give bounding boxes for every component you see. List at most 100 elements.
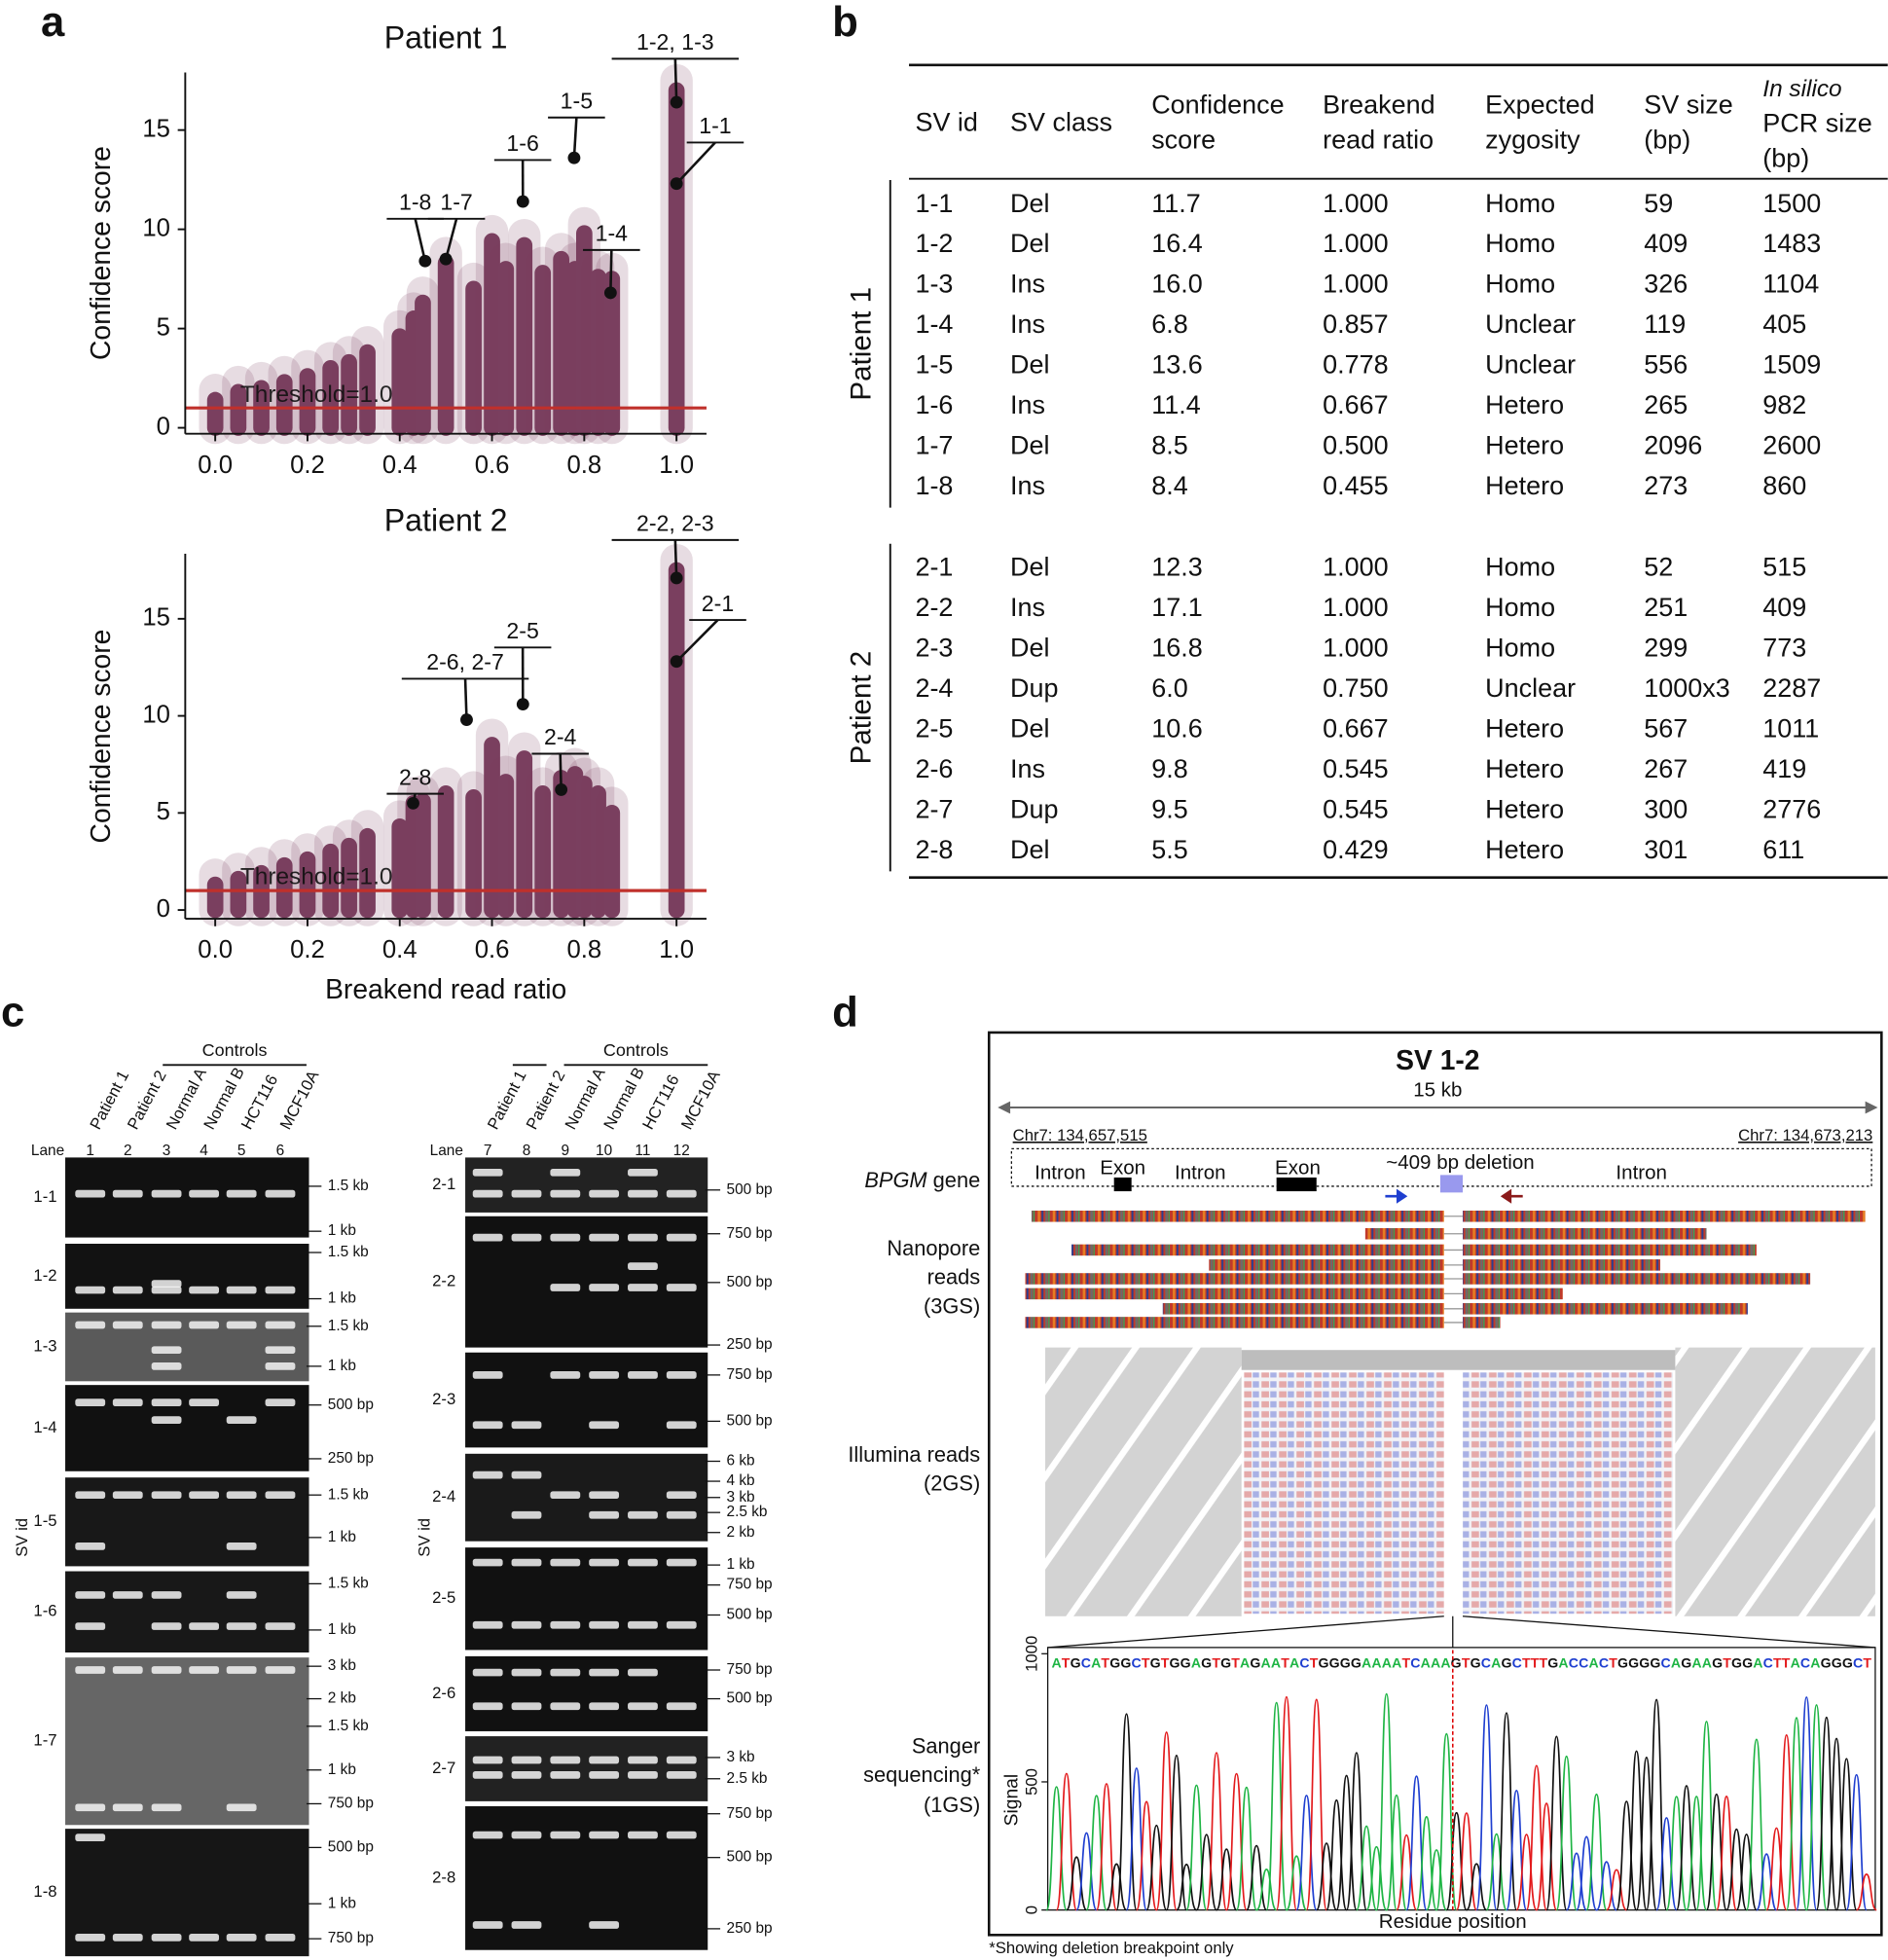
table-cell: 1483 (1762, 229, 1821, 258)
gel-band (151, 1416, 182, 1424)
nanopore-read (1463, 1210, 1866, 1222)
table-cell: 8.5 (1151, 431, 1188, 460)
y-axis-label: Signal (1002, 1774, 1023, 1827)
gel-band (550, 1168, 581, 1177)
x-tick-label: 0.6 (475, 452, 510, 479)
size-marker: 3 kb (727, 1489, 755, 1506)
gel-band (265, 1321, 296, 1329)
gel-band (472, 1831, 503, 1839)
annotation-label: 2-8 (399, 764, 431, 789)
trace-peak (1506, 1789, 1528, 1911)
gel-band (472, 1371, 503, 1379)
size-marker: 1.5 kb (328, 1318, 369, 1334)
trace-peak (1115, 1713, 1138, 1911)
table-cell: Ins (1010, 471, 1045, 500)
gel-band (550, 1233, 581, 1242)
x-tick-label: 0.2 (290, 936, 325, 963)
sample-label: HCT116 (638, 1071, 682, 1133)
annotation-label: 2-5 (506, 618, 538, 643)
gel-band (189, 1491, 220, 1500)
table-cell: 2-4 (915, 673, 953, 703)
trace-peak (1135, 1800, 1158, 1911)
trace-peak (1616, 1800, 1638, 1911)
table-cell: Hetero (1485, 754, 1564, 783)
sv-id: 2-2 (432, 1272, 455, 1290)
y-tick-label: 10 (142, 214, 170, 241)
trace-peak (1545, 1735, 1568, 1911)
trace-peak (1295, 1795, 1318, 1911)
table-cell: 11.4 (1151, 390, 1201, 419)
size-marker: 500 bp (328, 1838, 374, 1855)
nanopore-read (1071, 1244, 1444, 1256)
illumina-reads (1463, 1372, 1673, 1615)
lane-number: 7 (484, 1143, 492, 1159)
trace-peak (1405, 1775, 1428, 1911)
table-cell: Hetero (1485, 471, 1564, 500)
sv-id: 1-8 (33, 1882, 56, 1901)
gel-band (628, 1620, 658, 1629)
gene-feature: Exon (1100, 1156, 1145, 1179)
track-label: sequencing* (863, 1762, 981, 1787)
table-cell: 1.000 (1323, 553, 1389, 582)
size-marker: 750 bp (727, 1661, 773, 1678)
gel-band (226, 1666, 257, 1674)
nanopore-read (1025, 1273, 1444, 1285)
x-tick-label: 1.0 (659, 936, 694, 963)
nanopore-read (1162, 1303, 1444, 1315)
lane-number: 6 (276, 1143, 285, 1159)
gene-name: BPGM (864, 1168, 927, 1192)
table-cell: 0.778 (1323, 350, 1389, 380)
table-cell: 1.000 (1323, 634, 1389, 663)
lane-title: Lane (31, 1143, 64, 1159)
coordinate: Chr7: 134,657,515 (1013, 1126, 1147, 1144)
table-cell: 1-6 (915, 390, 953, 419)
gene-label: BPGM gene (864, 1168, 980, 1192)
gel-band (189, 1398, 220, 1406)
annotation-label: 1-6 (506, 130, 538, 156)
size-marker: 750 bp (727, 1366, 773, 1383)
table-cell: 0.857 (1323, 309, 1389, 339)
gel-band (112, 1286, 143, 1294)
y-tick-label: 5 (157, 798, 170, 825)
trace-peak (1536, 1802, 1558, 1911)
gel-band (75, 1666, 106, 1674)
gel-band (112, 1321, 143, 1329)
controls-label: Controls (202, 1040, 268, 1060)
gel-band (511, 1702, 542, 1711)
lane-number: 10 (596, 1143, 612, 1159)
table-cell: 2776 (1762, 794, 1821, 823)
gel-image (65, 1244, 309, 1309)
gel-band (550, 1668, 581, 1677)
table-cell: 0.429 (1323, 835, 1389, 864)
gel-band (511, 1771, 542, 1779)
gel-band (666, 1371, 697, 1379)
size-marker: 1 kb (328, 1895, 356, 1911)
nanopore-read (1209, 1259, 1444, 1271)
gel-band (511, 1756, 542, 1764)
gel-band (265, 1286, 296, 1294)
gel-band (472, 1233, 503, 1242)
sv-id: 2-1 (432, 1175, 455, 1193)
gel-image (465, 1806, 708, 1950)
gel-band (151, 1346, 182, 1355)
gel-band (511, 1831, 542, 1839)
gel-image (465, 1157, 708, 1213)
annotation-label: 2-1 (702, 591, 734, 616)
gel-band (151, 1280, 182, 1288)
nanopore-read (1463, 1303, 1748, 1315)
x-tick-label: 0.8 (567, 936, 602, 963)
size-marker: 1.5 kb (328, 1718, 369, 1734)
trace-peak (1576, 1835, 1598, 1911)
annotation-connector (675, 619, 719, 663)
gel-band (550, 1491, 581, 1500)
gel-band (472, 1558, 503, 1567)
nanopore-read (1025, 1288, 1444, 1300)
gel-band (472, 1168, 503, 1177)
panel-label: a (41, 0, 65, 46)
zoom-lines (1047, 1615, 1875, 1649)
trace-peak (1345, 1752, 1367, 1911)
table-cell: 5.5 (1151, 835, 1188, 864)
trace-peak (1305, 1698, 1327, 1911)
gel-band (628, 1771, 658, 1779)
